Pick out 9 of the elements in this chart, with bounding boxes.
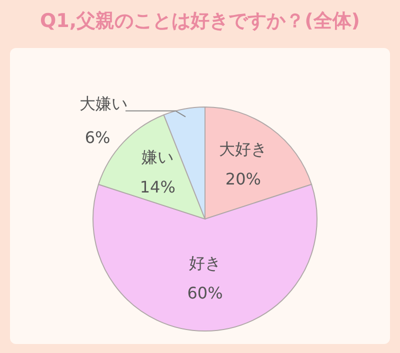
data-label: 6% [84,128,110,147]
data-label: 60% [187,284,223,303]
data-label: 14% [140,178,176,197]
slice-label: 嫌い [142,148,174,167]
slice-label: 好き [189,254,221,273]
data-label: 20% [225,169,261,188]
slice-label: 大好き [219,139,268,158]
slice-label: 大嫌い [80,94,128,113]
chart-title: Q1,父親のことは好きですか？(全体) [39,9,361,34]
